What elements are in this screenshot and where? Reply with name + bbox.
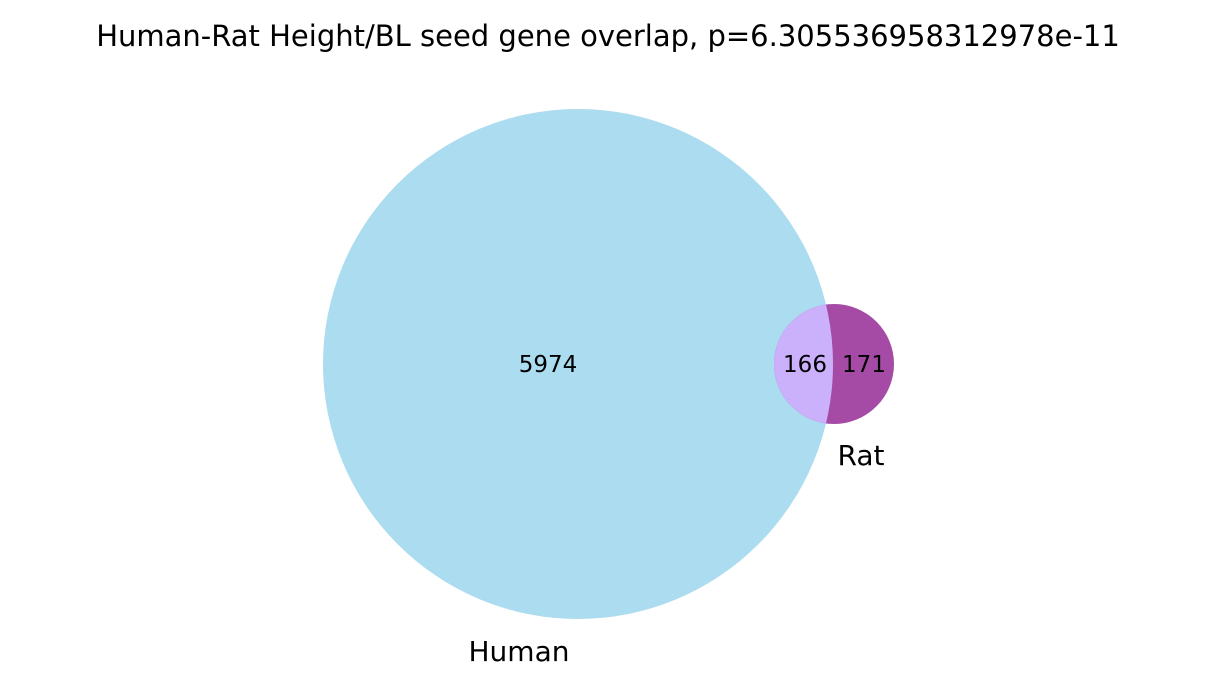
human-circle	[323, 109, 833, 619]
rat-set-label: Rat	[838, 439, 885, 472]
human-only-count: 5974	[519, 352, 578, 378]
chart-title: Human-Rat Height/BL seed gene overlap, p…	[96, 19, 1120, 53]
human-set-label: Human	[469, 635, 570, 668]
overlap-region	[774, 304, 833, 424]
overlap-count: 166	[783, 352, 827, 378]
rat-only-count: 171	[842, 352, 886, 378]
